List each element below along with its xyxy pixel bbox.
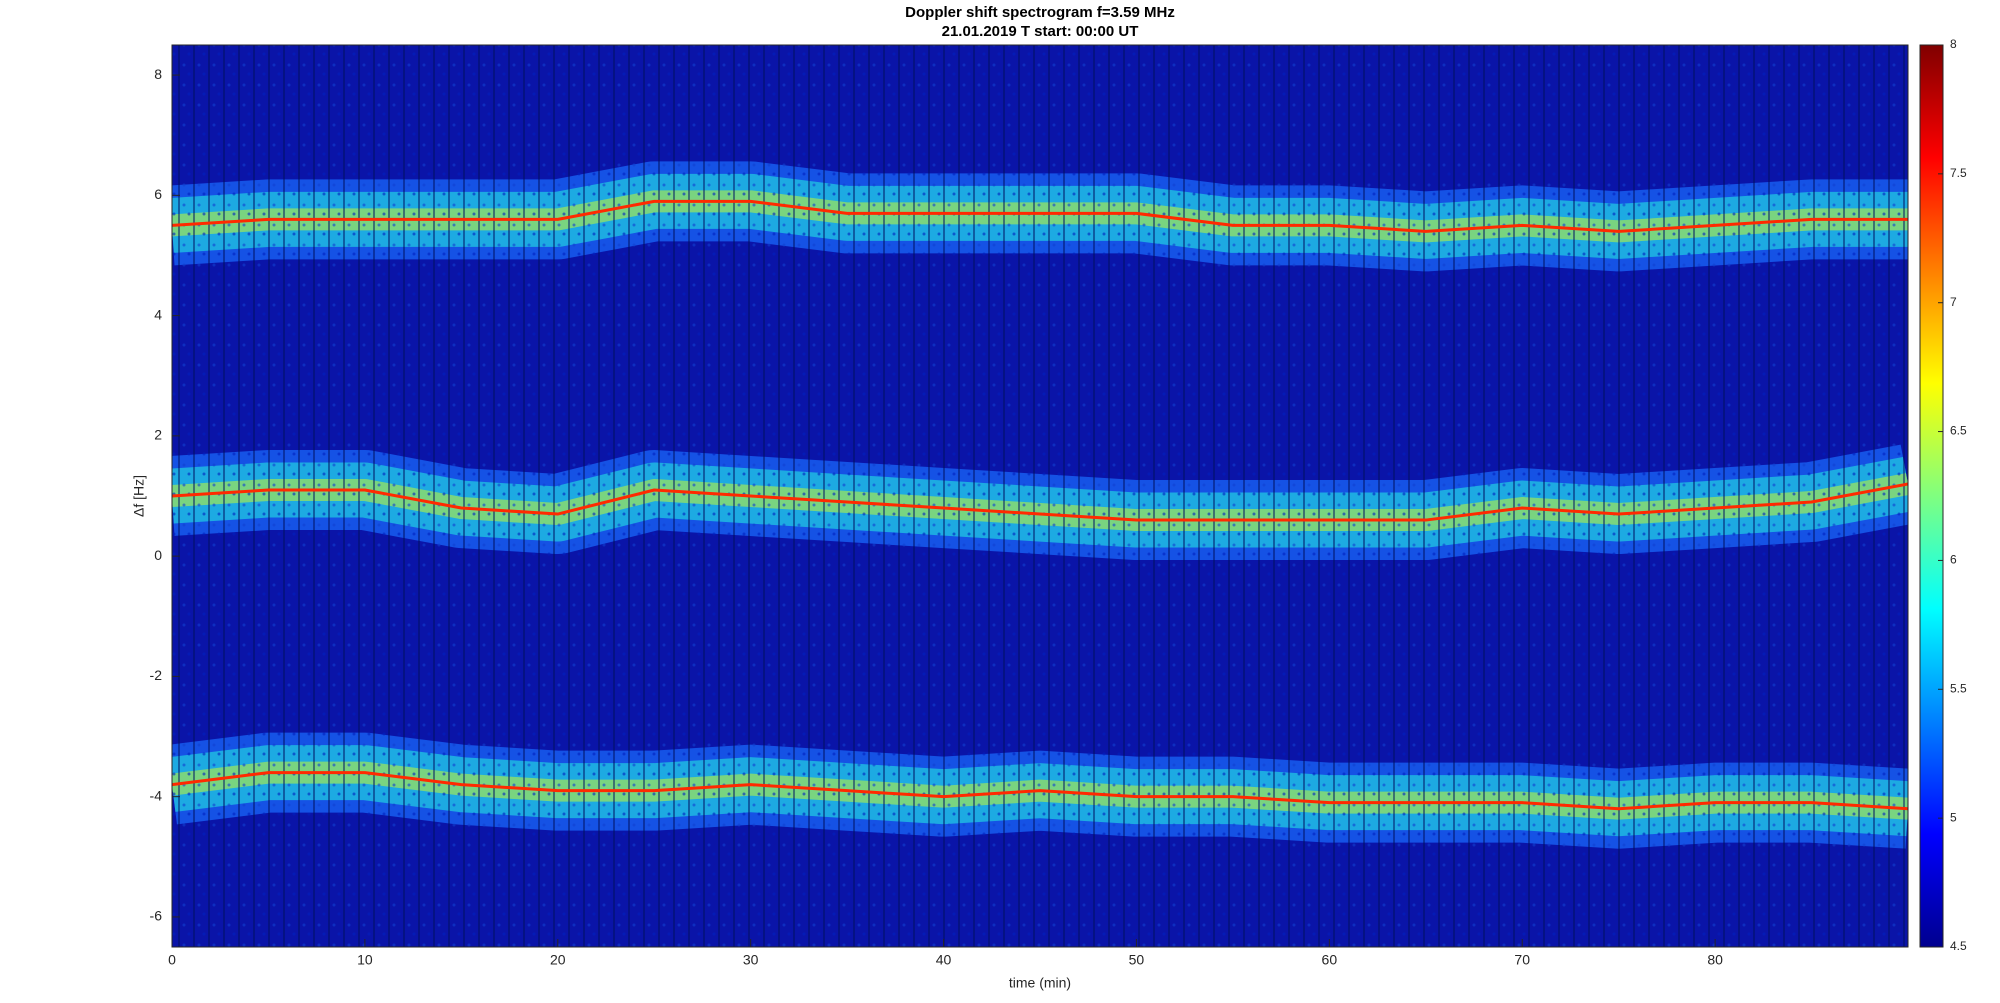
colorbar-tick-label: 5: [1950, 810, 1957, 824]
chart-subtitle: 21.01.2019 T start: 00:00 UT: [942, 23, 1139, 40]
x-tick-label: 80: [1707, 952, 1723, 968]
x-tick-label: 60: [1322, 952, 1338, 968]
y-tick-label: 8: [154, 66, 162, 82]
ridge-line: [172, 771, 1908, 811]
y-tick-label: 4: [154, 306, 162, 322]
x-tick-label: 20: [550, 952, 566, 968]
y-tick-label: -6: [150, 908, 163, 924]
texture: [172, 45, 1908, 947]
ridge-line: [172, 482, 1908, 522]
x-tick-label: 50: [1129, 952, 1145, 968]
x-tick-label: 70: [1514, 952, 1530, 968]
chart-title: Doppler shift spectrogram f=3.59 MHz: [905, 4, 1175, 21]
y-tick-label: 6: [154, 186, 162, 202]
ridge-line: [172, 199, 1908, 233]
axes-box: [171, 44, 1909, 948]
colorbar-tick-label: 6: [1950, 553, 1957, 567]
y-tick-label: 0: [154, 547, 162, 563]
x-tick-label: 40: [936, 952, 952, 968]
colorbar-tick-label: 5.5: [1950, 681, 1967, 695]
colorbar: [1919, 44, 1944, 948]
x-axis-label: time (min): [1009, 975, 1071, 991]
ridges: [172, 199, 1908, 811]
colorbar-tick-label: 4.5: [1950, 939, 1967, 953]
x-tick-label: 10: [357, 952, 373, 968]
y-axis-label: Δf [Hz]: [131, 475, 147, 517]
y-tick-label: -2: [150, 667, 163, 683]
colorbar-tick-label: 8: [1950, 37, 1957, 51]
x-tick-label: 30: [743, 952, 759, 968]
colorbar-tick-label: 7.5: [1950, 166, 1967, 180]
y-tick-label: 2: [154, 427, 162, 443]
x-tick-label: 0: [168, 952, 176, 968]
colorbar-tick-label: 6.5: [1950, 424, 1967, 438]
y-tick-label: -4: [150, 787, 163, 803]
colorbar-tick-label: 7: [1950, 295, 1957, 309]
